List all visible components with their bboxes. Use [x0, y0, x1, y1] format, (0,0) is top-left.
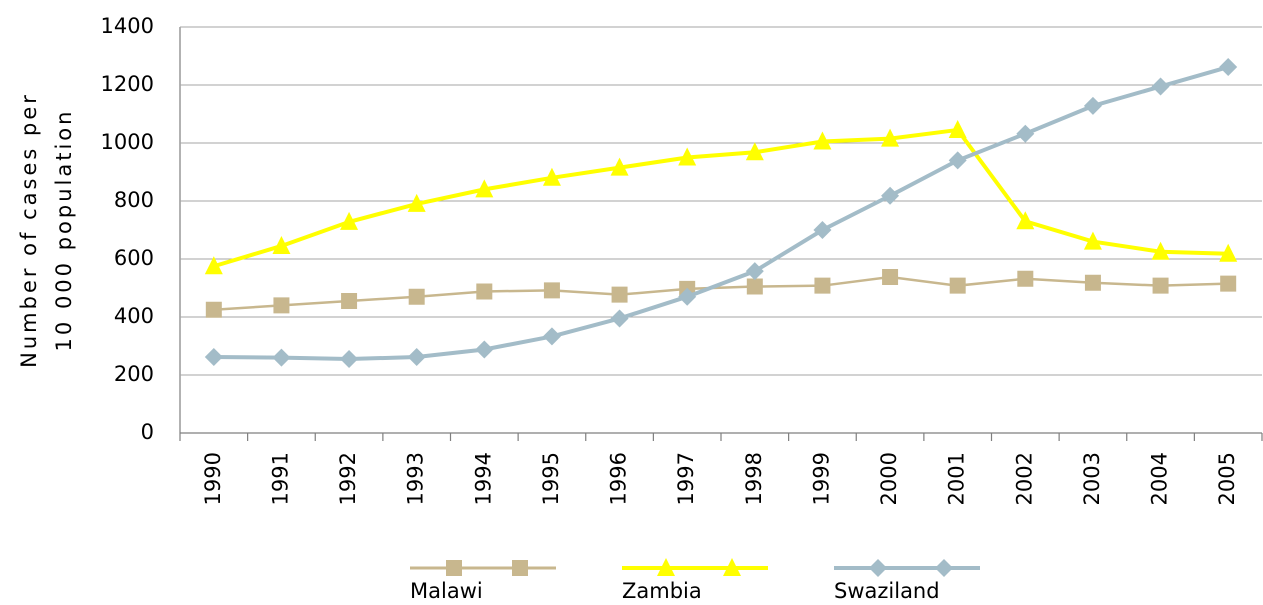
- x-tick-label: 2000: [877, 452, 901, 505]
- marker: [272, 235, 291, 254]
- y-tick-label: 1000: [101, 130, 154, 154]
- x-tick-label: 2001: [945, 452, 969, 505]
- marker: [475, 179, 494, 198]
- series-line: [213, 65, 1229, 362]
- marker: [881, 186, 900, 205]
- marker: [813, 221, 832, 239]
- marker: [272, 348, 291, 367]
- marker: [407, 193, 426, 212]
- marker: [678, 147, 697, 166]
- legend-label: Malawi: [410, 579, 483, 603]
- marker: [1083, 231, 1102, 250]
- marker: [205, 301, 222, 318]
- y-tick-label: 0: [141, 420, 154, 444]
- marker: [1219, 58, 1238, 77]
- marker: [476, 283, 493, 300]
- x-tick-label: 2003: [1080, 452, 1104, 505]
- marker: [1016, 211, 1035, 230]
- x-tick-label: 1991: [268, 452, 292, 505]
- marker: [273, 297, 290, 314]
- marker: [1084, 274, 1101, 291]
- marker: [869, 559, 887, 577]
- x-tick-label: 1994: [471, 452, 495, 505]
- legend-label: Zambia: [622, 579, 702, 603]
- marker: [1220, 275, 1237, 292]
- y-label-line: Number of cases per: [17, 92, 41, 368]
- marker: [657, 558, 675, 576]
- marker: [1151, 77, 1170, 96]
- marker: [611, 286, 628, 303]
- x-tick-label: 1993: [404, 452, 428, 505]
- marker: [678, 287, 697, 306]
- marker: [814, 277, 831, 294]
- x-tick-label: 1992: [336, 452, 360, 505]
- x-tick-label: 1997: [674, 452, 698, 505]
- marker: [543, 282, 560, 299]
- marker: [340, 211, 359, 230]
- marker: [1017, 270, 1034, 287]
- marker: [745, 262, 764, 281]
- marker: [341, 293, 358, 310]
- series-line: [213, 275, 1229, 311]
- marker: [204, 256, 223, 275]
- x-tick-label: 1995: [539, 452, 563, 505]
- marker: [542, 327, 561, 346]
- x-tick-label: 1998: [742, 452, 766, 505]
- marker: [1016, 124, 1035, 143]
- x-tick-label: 1990: [201, 452, 225, 505]
- marker: [1083, 96, 1102, 115]
- marker: [408, 288, 425, 305]
- marker: [475, 340, 494, 359]
- marker: [610, 309, 629, 328]
- x-tick-label: 2002: [1012, 452, 1036, 505]
- x-tick-label: 1996: [607, 452, 631, 505]
- y-tick-label: 800: [114, 188, 154, 212]
- series-line: [213, 127, 1229, 269]
- marker: [1219, 243, 1238, 262]
- marker: [340, 350, 359, 369]
- marker: [407, 348, 426, 367]
- marker: [446, 560, 462, 576]
- marker: [204, 348, 223, 367]
- marker: [1151, 241, 1170, 260]
- y-tick-label: 1200: [101, 72, 154, 96]
- marker: [935, 559, 953, 577]
- marker: [723, 558, 741, 576]
- marker: [948, 151, 967, 170]
- y-tick-label: 1400: [101, 14, 154, 38]
- marker: [882, 268, 899, 285]
- marker: [881, 128, 900, 147]
- legend-label: Swaziland: [834, 579, 940, 603]
- y-label-line: 10 000 population: [52, 109, 76, 352]
- x-tick-label: 1999: [809, 452, 833, 505]
- marker: [542, 167, 561, 186]
- y-tick-label: 600: [114, 246, 154, 270]
- marker: [745, 142, 764, 161]
- marker: [512, 560, 528, 576]
- marker: [949, 277, 966, 294]
- marker: [1152, 277, 1169, 294]
- y-tick-label: 200: [114, 362, 154, 386]
- y-tick-label: 400: [114, 304, 154, 328]
- x-tick-label: 2004: [1148, 452, 1172, 505]
- marker: [746, 278, 763, 295]
- x-tick-label: 2005: [1215, 452, 1239, 505]
- marker: [813, 131, 832, 150]
- y-axis-label: Number of cases per 10 000 population: [17, 92, 76, 368]
- marker: [948, 119, 967, 138]
- marker: [610, 157, 629, 176]
